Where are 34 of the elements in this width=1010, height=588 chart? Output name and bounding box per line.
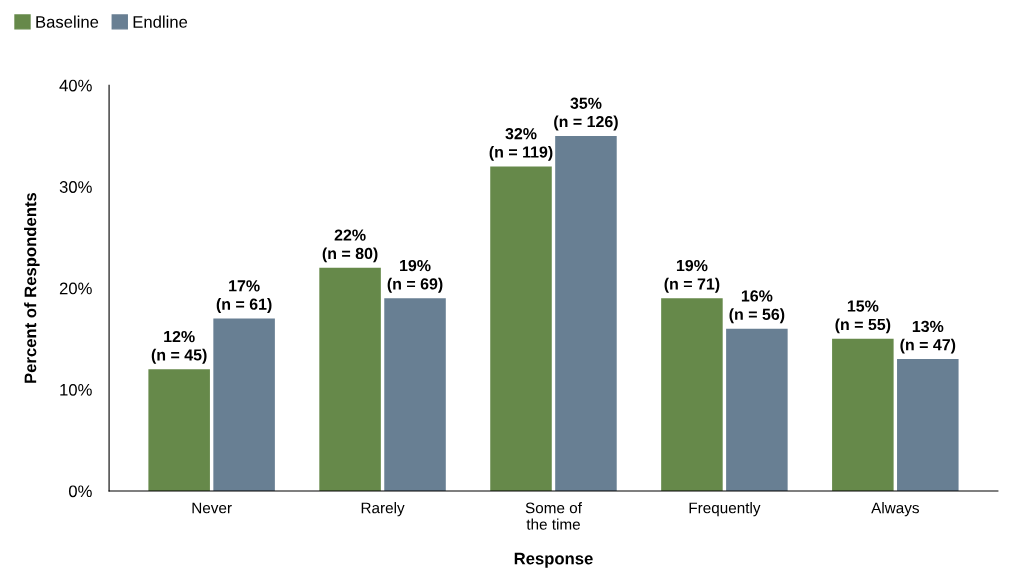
data-label: 22% (n = 80) — [322, 229, 378, 263]
data-label: 13% (n = 47) — [900, 320, 956, 354]
x-tick-label: Some of the time — [525, 502, 582, 530]
y-axis-title: Percent of Respondents — [24, 192, 40, 383]
data-label: 17% (n = 61) — [216, 280, 272, 313]
x-tick-label: Rarely — [361, 502, 405, 517]
legend-label: Endline — [133, 15, 188, 28]
bar — [384, 298, 446, 491]
data-label: 19% (n = 69) — [387, 259, 443, 293]
x-axis-title: Response — [514, 552, 593, 568]
y-tick-label: 40% — [59, 79, 92, 92]
x-tick-label: Never — [192, 502, 232, 514]
bar — [319, 267, 381, 491]
data-label: 19% (n = 71) — [664, 259, 720, 293]
x-tick-label: Frequently — [689, 502, 761, 517]
bar — [661, 298, 723, 491]
data-label: 32% (n = 119) — [489, 128, 553, 161]
bar — [148, 369, 210, 491]
data-label: 12% (n = 45) — [151, 330, 207, 364]
bar — [726, 328, 788, 491]
y-tick-label: 30% — [59, 181, 92, 193]
bar — [897, 359, 959, 491]
y-tick-label: 10% — [60, 383, 92, 396]
legend-label: Baseline — [36, 15, 99, 28]
data-label: 16% (n = 56) — [729, 290, 785, 324]
bar — [832, 338, 894, 491]
data-label: 15% (n = 55) — [835, 300, 891, 334]
data-label: 35% (n = 126) — [554, 97, 618, 131]
bar — [490, 166, 552, 491]
y-tick-label: 20% — [59, 282, 92, 295]
x-tick-label: Always — [871, 502, 919, 517]
y-tick-label: 0% — [68, 485, 92, 498]
bar — [213, 318, 275, 491]
bar — [555, 135, 617, 491]
